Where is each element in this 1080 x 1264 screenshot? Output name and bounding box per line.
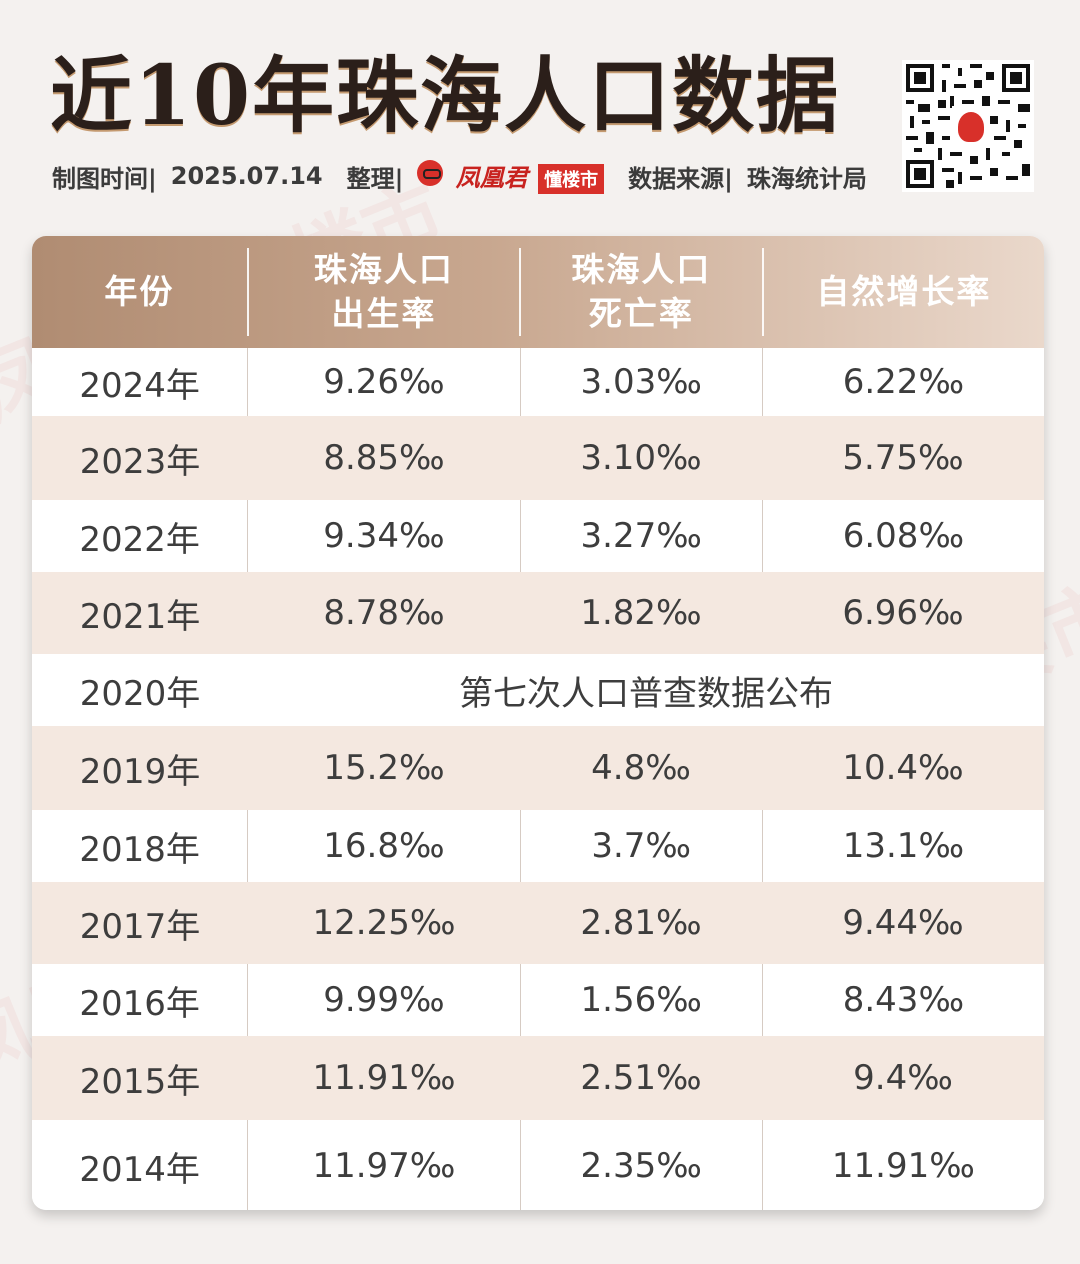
cell-growth-rate: 10.4‰ — [842, 748, 964, 788]
cell-year: 2018年 — [79, 829, 200, 870]
cell-growth-rate: 6.08‰ — [761, 500, 1044, 572]
cell-growth-rate: 6.96‰ — [842, 593, 964, 633]
date-value: 2025.07.14 — [170, 162, 323, 190]
cell-year: 2024年 — [79, 365, 200, 406]
table-row: 2017年 12.25‰ 2.81‰ 9.44‰ — [32, 882, 1044, 964]
phoenix-mascot-icon — [958, 112, 984, 142]
cell-birth-rate: 8.85‰ — [323, 438, 445, 478]
cell-year: 2015年 — [79, 1061, 201, 1102]
cell-growth-rate: 8.43‰ — [761, 964, 1044, 1036]
header-year: 年份 — [104, 272, 175, 311]
table-header: 年份 珠海人口 出生率 珠海人口 死亡率 自然增长率 — [32, 236, 1044, 348]
cell-birth-rate: 9.34‰ — [247, 500, 519, 572]
cell-growth-rate: 9.4‰ — [853, 1058, 953, 1098]
qr-code[interactable] — [902, 60, 1034, 192]
cell-year: 2023年 — [79, 441, 201, 482]
cell-death-rate: 3.7‰ — [519, 810, 762, 882]
cell-death-rate: 1.82‰ — [580, 593, 702, 633]
cell-birth-rate: 11.97‰ — [247, 1120, 519, 1210]
cell-year: 2014年 — [79, 1149, 200, 1190]
qr-code-icon — [902, 60, 1034, 192]
population-table: 年份 珠海人口 出生率 珠海人口 死亡率 自然增长率 2024年 9.26‰ 3… — [32, 236, 1044, 1210]
cell-year: 2022年 — [79, 519, 200, 560]
cell-death-rate: 3.03‰ — [519, 348, 762, 416]
table-row: 2014年 11.97‰ 2.35‰ 11.91‰ — [32, 1120, 1044, 1210]
cell-birth-rate: 9.26‰ — [247, 348, 519, 416]
header-natural-growth: 自然增长率 — [761, 248, 1044, 336]
cell-census-note: 第七次人口普查数据公布 — [459, 673, 833, 714]
date-label: 制图时间| — [52, 164, 157, 193]
meta-line: 制图时间| 2025.07.14 整理| 凤凰君 懂楼市 数据来源| 珠海统计局 — [52, 158, 867, 194]
cell-death-rate: 1.56‰ — [519, 964, 762, 1036]
table-row: 2016年 9.99‰ 1.56‰ 8.43‰ — [32, 964, 1044, 1036]
cell-birth-rate: 12.25‰ — [312, 903, 456, 943]
cell-growth-rate: 6.22‰ — [761, 348, 1044, 416]
cell-birth-rate: 16.8‰ — [247, 810, 519, 882]
header-birth-rate: 珠海人口 出生率 — [246, 248, 519, 336]
cell-birth-rate: 8.78‰ — [323, 593, 445, 633]
cell-year: 2016年 — [79, 983, 200, 1024]
source-label: 数据来源| — [628, 164, 733, 193]
brand-logo-badge: 懂楼市 — [538, 164, 605, 194]
qr-logo — [952, 106, 990, 148]
cell-death-rate: 3.27‰ — [519, 500, 762, 572]
page-title: 近10年珠海人口数据 — [50, 48, 841, 144]
cell-growth-rate: 11.91‰ — [761, 1120, 1044, 1210]
cell-death-rate: 3.10‰ — [580, 438, 702, 478]
table-row: 2023年 8.85‰ 3.10‰ 5.75‰ — [32, 416, 1044, 500]
cell-year: 2021年 — [79, 596, 201, 637]
brand-logo: 凤凰君 懂楼市 — [417, 158, 605, 194]
header-death-rate: 珠海人口 死亡率 — [519, 248, 762, 336]
cell-death-rate: 4.8‰ — [591, 748, 691, 788]
cell-death-rate: 2.35‰ — [519, 1120, 762, 1210]
table-row: 2018年 16.8‰ 3.7‰ 13.1‰ — [32, 810, 1044, 882]
brand-logo-text: 凤凰君 — [455, 164, 528, 192]
table-row: 2022年 9.34‰ 3.27‰ 6.08‰ — [32, 500, 1044, 572]
cell-growth-rate: 5.75‰ — [842, 438, 964, 478]
cell-growth-rate: 13.1‰ — [761, 810, 1044, 882]
table-row: 2015年 11.91‰ 2.51‰ 9.4‰ — [32, 1036, 1044, 1120]
phoenix-mascot-icon — [417, 160, 444, 186]
cell-birth-rate: 15.2‰ — [323, 748, 445, 788]
cell-birth-rate: 9.99‰ — [247, 964, 519, 1036]
cell-growth-rate: 9.44‰ — [842, 903, 964, 943]
table-row: 2024年 9.26‰ 3.03‰ 6.22‰ — [32, 348, 1044, 416]
cell-year: 2017年 — [79, 906, 201, 947]
cell-year: 2019年 — [79, 751, 201, 792]
editor-label: 整理| — [346, 164, 404, 193]
table-row-census: 2020年 第七次人口普查数据公布 — [32, 654, 1044, 726]
table-row: 2021年 8.78‰ 1.82‰ 6.96‰ — [32, 572, 1044, 654]
cell-year: 2020年 — [79, 673, 201, 714]
source-value: 珠海统计局 — [746, 164, 867, 193]
table-row: 2019年 15.2‰ 4.8‰ 10.4‰ — [32, 726, 1044, 810]
cell-death-rate: 2.51‰ — [580, 1058, 702, 1098]
cell-death-rate: 2.81‰ — [580, 903, 702, 943]
cell-birth-rate: 11.91‰ — [312, 1058, 456, 1098]
